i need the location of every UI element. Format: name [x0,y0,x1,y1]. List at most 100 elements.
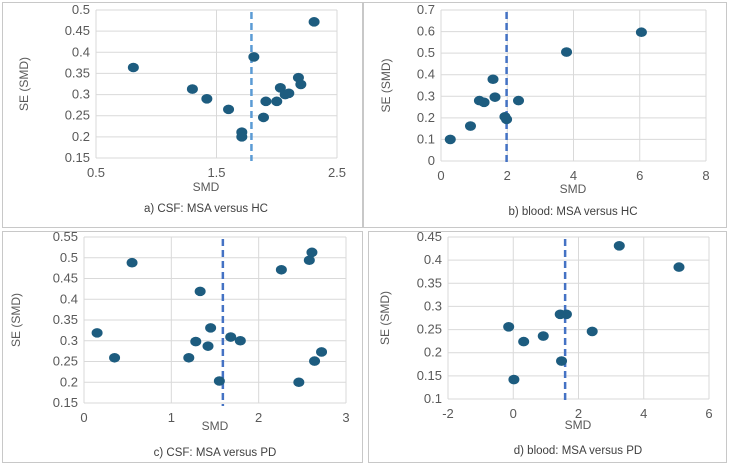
y-tick-label: 0 [428,153,435,168]
y-axis-label: SE (SMD) [378,291,392,345]
data-point [223,104,235,115]
x-axis-label: SMD [202,419,229,433]
data-point [586,326,598,337]
chart-caption: a) CSF: MSA versus HC [144,203,268,215]
data-point [257,112,269,123]
y-tick-label: 0.45 [417,229,442,244]
data-point [186,84,198,94]
data-point [236,132,248,142]
x-tick-label: 0 [437,168,444,183]
data-point [513,95,525,106]
y-axis-label: SE (SMD) [17,57,31,111]
x-tick-label: 0.5 [87,165,105,180]
y-tick-label: 0.15 [53,395,78,410]
x-tick-label: 3 [342,410,349,425]
data-point [126,257,138,268]
data-point [234,335,246,346]
data-point [613,240,625,251]
data-point [183,352,195,363]
data-point [508,374,520,385]
y-tick-label: 0.6 [417,24,435,39]
y-tick-label: 0.5 [72,2,90,17]
data-point [127,62,139,73]
data-point [503,321,515,332]
data-point [293,377,305,388]
data-point [316,347,328,357]
y-tick-label: 0.55 [53,229,78,244]
y-tick-label: 0.2 [60,374,78,389]
y-tick-label: 0.35 [65,65,90,80]
y-tick-label: 0.25 [53,354,78,369]
data-point [213,376,225,386]
data-point [91,328,103,338]
y-tick-label: 0.1 [417,131,435,146]
x-tick-label: 2.5 [328,165,346,180]
data-point [561,47,573,57]
x-tick-label: 2 [575,406,582,421]
data-point [205,323,217,333]
chart-caption: c) CSF: MSA versus PD [154,447,277,459]
y-tick-label: 0.25 [417,322,442,337]
data-point [487,74,499,85]
x-tick-label: 2 [504,168,511,183]
x-tick-label: 4 [570,168,577,183]
y-tick-label: 0.25 [65,108,90,123]
data-point [308,17,320,27]
panel-d [368,231,727,463]
x-tick-label: 6 [705,406,712,421]
y-tick-label: 0.5 [417,45,435,60]
chart-caption: b) blood: MSA versus HC [508,206,637,218]
y-tick-label: 0.3 [424,298,442,313]
x-tick-label: -2 [442,406,454,421]
x-tick-label: 2 [255,410,262,425]
y-tick-label: 0.5 [60,250,78,265]
data-point [194,286,206,297]
data-point [306,247,318,258]
y-tick-label: 0.2 [424,345,442,360]
data-point [303,255,315,266]
y-tick-label: 0.3 [60,333,78,348]
data-point [295,79,307,90]
y-tick-label: 0.2 [72,129,90,144]
y-tick-label: 0.1 [424,391,442,406]
data-point [260,96,272,107]
data-point [673,262,685,272]
x-axis-label: SMD [560,182,587,196]
x-tick-label: 0 [510,406,517,421]
y-tick-label: 0.4 [424,252,442,267]
data-point [518,336,530,347]
data-point [190,336,202,347]
data-point [283,88,295,99]
y-tick-label: 0.4 [417,67,435,82]
y-tick-label: 0.15 [65,150,90,165]
x-tick-label: 8 [702,168,709,183]
data-point [271,96,283,107]
y-tick-label: 0.3 [417,88,435,103]
chart-caption: d) blood: MSA versus PD [514,445,642,457]
panel-a [2,2,363,228]
y-tick-label: 0.4 [60,291,78,306]
data-point [501,114,513,125]
y-tick-label: 0.4 [72,44,90,59]
data-point [489,92,501,102]
y-tick-label: 0.15 [417,368,442,383]
data-point [309,356,321,366]
x-tick-label: 1.5 [207,165,225,180]
data-point [109,352,121,363]
x-tick-label: 4 [640,406,647,421]
data-point [248,52,260,62]
data-point [275,264,287,275]
y-tick-label: 0.35 [417,275,442,290]
y-tick-label: 0.2 [417,110,435,125]
data-point [556,356,568,366]
x-tick-label: 1 [168,410,175,425]
data-point [202,341,214,351]
data-point [635,27,647,38]
data-point [560,309,572,320]
data-point [537,331,549,341]
x-axis-label: SMD [193,180,220,194]
y-axis-label: SE (SMD) [379,58,393,112]
x-axis-label: SMD [565,418,592,432]
x-tick-label: 6 [636,168,643,183]
